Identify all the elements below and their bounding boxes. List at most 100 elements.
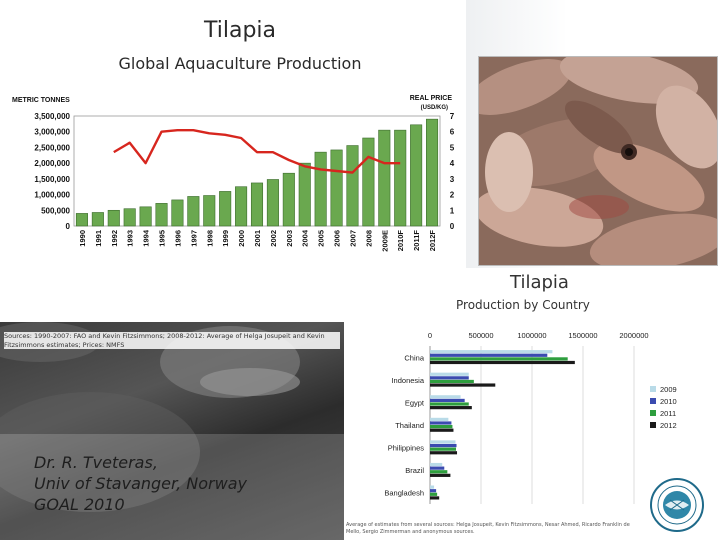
production-bar — [123, 208, 136, 227]
x-tick-label: 2009E — [380, 230, 389, 252]
x-tick-label: 1000000 — [517, 331, 546, 340]
legend-label: 2012 — [660, 421, 677, 430]
x-tick-labels: 1990 1991 1992 1993 1994 1995 1996 1997 1998 1999… — [78, 229, 437, 252]
x-tick-label: 2012F — [428, 230, 437, 252]
x-tick-label: 1992 — [110, 230, 119, 247]
production-bar — [298, 162, 311, 227]
x-tick-label: 1990 — [78, 230, 87, 247]
x-tick-label: 2004 — [301, 229, 310, 247]
country-bar-2012 — [430, 451, 458, 455]
production-bar — [219, 191, 232, 227]
gridlines — [429, 346, 635, 504]
category-label: Indonesia — [391, 376, 424, 385]
price-line-series — [113, 128, 401, 174]
y-tick-label: 1,000,000 — [34, 191, 70, 200]
country-bar-2009 — [430, 440, 456, 444]
x-tick-label: 0 — [428, 331, 432, 340]
production-bar — [155, 203, 168, 227]
country-bar-2009 — [430, 372, 469, 376]
x-tick-label: 2003 — [285, 230, 294, 247]
country-bar-2011 — [430, 425, 453, 429]
x-tick-label: 1999 — [221, 230, 230, 247]
country-bar-2010 — [430, 398, 465, 403]
country-bar-2012 — [430, 360, 575, 365]
author-credit: Dr. R. Tveteras, Univ of Stavanger, Norw… — [34, 452, 247, 515]
country-bar-2012 — [430, 383, 496, 387]
x-tick-label: 2002 — [269, 230, 278, 247]
production-bar — [314, 151, 327, 227]
production-price-chart-svg: METRIC TONNES REAL PRICE (USD/KG) 3,500,0… — [12, 95, 455, 252]
production-bar — [378, 129, 391, 227]
x-tick-label: 1998 — [205, 230, 214, 247]
y-tick-labels: 3,500,000 3,000,000 2,500,000 2,000,000 1,50… — [34, 112, 70, 231]
x-tick-label: 2000000 — [619, 331, 648, 340]
production-bar — [107, 209, 120, 227]
category-label: Bangladesh — [384, 489, 424, 498]
production-bar — [91, 212, 104, 227]
bar-series — [75, 118, 439, 227]
x-tick-label: 1997 — [189, 230, 198, 247]
country-bar-2012 — [430, 473, 451, 477]
production-by-country-chart: 0 500000 1000000 1500000 2000000 China Indone… — [344, 322, 720, 522]
production-bar — [330, 149, 343, 227]
right-chart-source-note: Average of estimates from several source… — [346, 522, 630, 535]
x-tick-label: 1996 — [173, 230, 182, 247]
y2-tick-label: 3 — [450, 175, 455, 184]
country-bar-2010 — [430, 376, 469, 380]
left-chart-source-note: Sources: 1990-2007: FAO and Kevin Fitzsi… — [4, 332, 340, 349]
production-bar — [410, 124, 423, 227]
country-bar-2011 — [430, 357, 568, 361]
country-bar-2009 — [430, 485, 435, 489]
y-tick-label: 2,000,000 — [34, 159, 70, 168]
category-label: China — [404, 353, 424, 362]
legend-swatch — [650, 410, 656, 416]
production-bar — [235, 186, 248, 227]
country-bar-2009 — [430, 395, 461, 399]
x-tick-label: 2008 — [364, 230, 373, 247]
category-label: Egypt — [405, 398, 425, 407]
y2-axis-label: REAL PRICE (USD/KG) — [410, 95, 453, 111]
category-label: Thailand — [395, 421, 424, 430]
x-tick-label: 2005 — [317, 230, 326, 247]
x-tick-label: 2006 — [333, 230, 342, 247]
legend-swatch — [650, 398, 656, 404]
country-bar-2010 — [430, 489, 437, 493]
background-photo-panel — [0, 322, 344, 540]
category-label: Philippines — [388, 444, 425, 453]
legend-label: 2010 — [660, 397, 677, 406]
y-tick-label: 0 — [66, 222, 71, 231]
legend: 2009 2010 2011 2012 — [650, 385, 677, 430]
x-tick-label: 500000 — [468, 331, 493, 340]
y2-tick-label: 4 — [450, 159, 455, 168]
production-bar — [75, 213, 88, 227]
production-bar — [346, 145, 359, 227]
production-price-chart: METRIC TONNES REAL PRICE (USD/KG) 3,500,0… — [0, 86, 468, 266]
country-bar-2010 — [430, 353, 548, 357]
country-bar-2011 — [430, 379, 474, 384]
y2-tick-label: 6 — [450, 128, 455, 137]
price-line — [113, 128, 401, 174]
slide-subtitle: Global Aquaculture Production — [118, 54, 362, 73]
legend-label: 2011 — [660, 409, 676, 418]
production-bar — [394, 129, 407, 227]
production-bar — [266, 179, 279, 227]
y-axis-label: METRIC TONNES — [12, 97, 70, 104]
tilapia-fish-photo — [478, 56, 718, 266]
country-bar-2012 — [430, 406, 472, 410]
y2-tick-label: 7 — [450, 112, 455, 121]
country-bar-2011 — [430, 447, 457, 451]
y2-tick-label: 0 — [450, 222, 455, 231]
category-labels: China Indonesia Egypt Thailand Philippines Br… — [384, 353, 425, 497]
country-chart-title: Tilapia — [510, 272, 569, 293]
production-bar — [362, 137, 375, 227]
y-tick-label: 1,500,000 — [34, 175, 70, 184]
author-name: Dr. R. Tveteras, — [34, 453, 158, 472]
country-chart-subtitle: Production by Country — [456, 298, 590, 312]
production-bar — [139, 206, 152, 227]
country-bar-2009 — [430, 417, 449, 421]
production-bar — [187, 196, 200, 227]
y-tick-label: 3,500,000 — [34, 112, 70, 121]
y-tick-label: 3,000,000 — [34, 128, 70, 137]
x-tick-label: 1991 — [94, 230, 103, 247]
production-by-country-svg: 0 500000 1000000 1500000 2000000 China Indone… — [384, 331, 677, 504]
